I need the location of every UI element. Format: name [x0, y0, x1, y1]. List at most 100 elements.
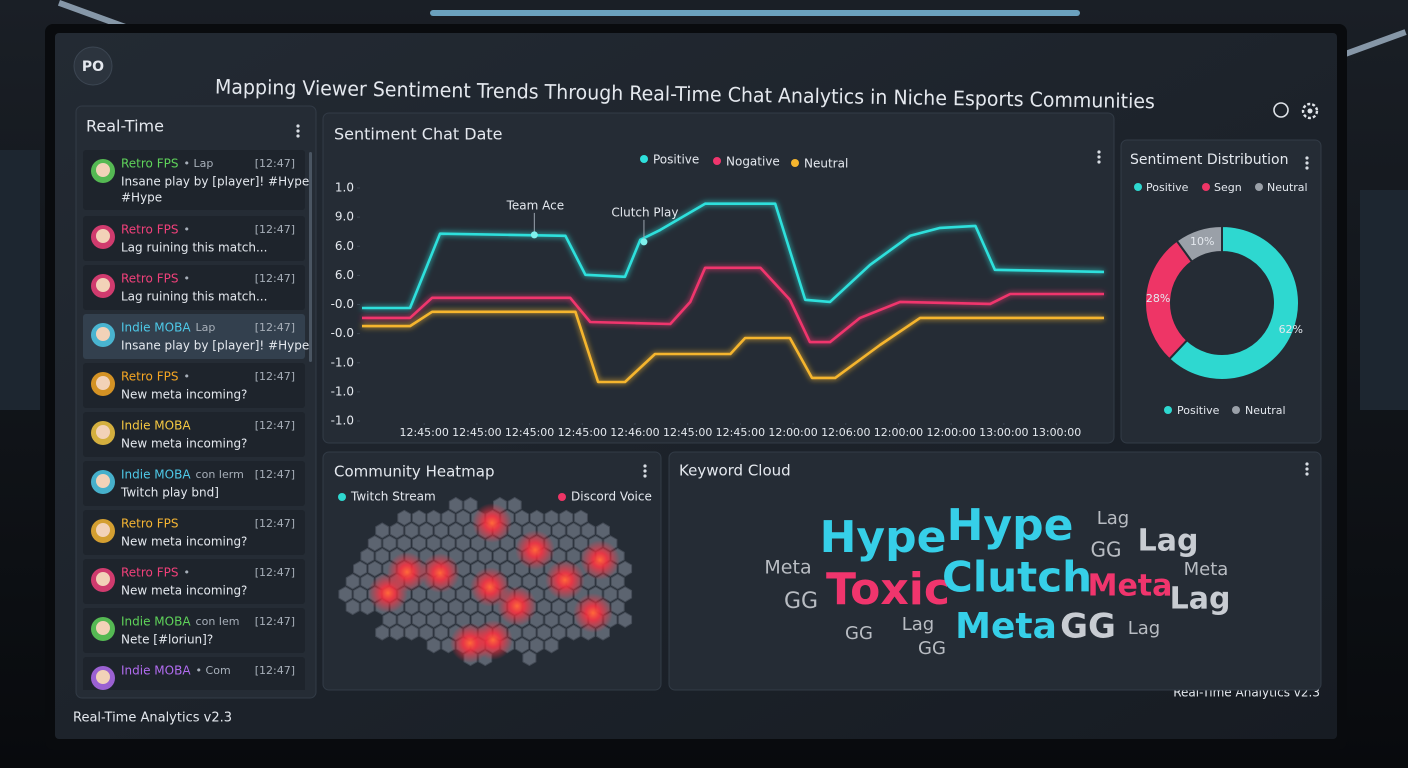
hex-cell [493, 547, 507, 565]
x-tick-label: 12:45:00 [399, 426, 448, 439]
chat-text: New meta incoming? [121, 535, 247, 549]
chat-message [83, 461, 305, 506]
chat-tag: Lap [196, 321, 216, 334]
hex-cell [404, 624, 419, 641]
legend-swatch [338, 493, 346, 501]
x-tick-label: 12:45:00 [505, 426, 554, 439]
hex-cell [397, 509, 412, 526]
y-tick-label: -1.0 [331, 414, 354, 428]
keyword: Lag [1097, 508, 1129, 529]
hex-cell [426, 509, 441, 526]
legend-label: Positive [1177, 404, 1220, 417]
legend-label: Neutral [804, 157, 848, 171]
keyword: Hype [820, 512, 947, 563]
hex-cell [618, 560, 633, 577]
menu-icon [643, 474, 647, 478]
hex-cell [353, 586, 368, 603]
hex-cell [419, 522, 434, 539]
heatmap-title: Community Heatmap [334, 463, 495, 481]
donut-label: 28% [1146, 292, 1170, 305]
hex-cell [389, 624, 404, 641]
hex-cell [345, 573, 360, 590]
hex-cell [404, 522, 419, 539]
hex-cell [397, 535, 412, 552]
hex-cell [596, 522, 610, 539]
keyword-title: Keyword Cloud [679, 462, 791, 480]
chat-tag: • [183, 370, 190, 383]
legend-label: Nogative [726, 155, 780, 169]
avatar-face [96, 163, 110, 177]
donut-slice [1167, 224, 1300, 381]
hex-cell [367, 535, 382, 552]
hex-cell [441, 509, 456, 526]
hotspot [573, 593, 613, 633]
keyword: GG [1091, 538, 1122, 562]
chat-channel: Indie MOBA [121, 321, 191, 335]
chat-message [83, 559, 305, 604]
chat-time: [12:47] [255, 419, 295, 432]
chat-list: Retro FPS • Lap [12:47] Insane play by [pla… [83, 150, 309, 690]
chat-time: [12:47] [255, 468, 295, 481]
hex-cell [426, 637, 441, 654]
chat-text: Insane play by [player]! #Hype [121, 339, 309, 353]
legend-swatch [1255, 183, 1263, 191]
hotspot [515, 530, 555, 570]
chat-tag: • [183, 566, 190, 579]
hex-cell [456, 586, 471, 603]
hex-cell [426, 611, 441, 628]
panel [668, 451, 1322, 691]
menu-icon [643, 464, 647, 468]
hex-cell [412, 535, 426, 552]
chat-message [83, 412, 305, 457]
y-tick-label: 6.0 [335, 268, 354, 282]
legend-label: Positive [653, 153, 699, 167]
logo [73, 46, 113, 86]
footer-left: Real-Time Analytics v2.3 [73, 711, 232, 726]
keyword: Meta [955, 606, 1057, 647]
hex-cell [566, 522, 581, 539]
panel [322, 112, 1115, 444]
keyword: Meta [1184, 559, 1229, 580]
hex-cell [559, 611, 574, 628]
y-tick-label: -0.0 [331, 297, 354, 311]
menu-icon [296, 134, 300, 138]
chart-title: Sentiment Chat Date [334, 125, 503, 144]
menu-icon [1097, 160, 1101, 164]
hex-cell [456, 509, 471, 526]
hex-cell [419, 598, 434, 616]
hex-cell [559, 535, 574, 552]
hex-cell [426, 535, 441, 552]
hex-cell [618, 586, 633, 603]
hex-cell [375, 522, 390, 539]
side-monitor [1360, 190, 1408, 410]
chat-text: Lag ruining this match... [121, 241, 267, 255]
hex-cell [367, 560, 382, 577]
chat-channel: Indie MOBA [121, 615, 191, 629]
legend-swatch [640, 155, 648, 163]
chat-time: [12:47] [255, 517, 295, 530]
x-tick-label: 13:00:00 [979, 426, 1028, 439]
hex-cell [566, 624, 581, 641]
hex-cell [375, 624, 390, 641]
x-tick-label: 12:00:00 [926, 426, 975, 439]
menu-icon [296, 124, 300, 128]
side-monitor [0, 150, 40, 410]
hex-cell [389, 522, 404, 539]
hex-cell [551, 522, 566, 539]
donut-label: 10% [1190, 235, 1214, 248]
ceiling-light [430, 10, 1080, 16]
x-tick-label: 12:00:00 [874, 426, 923, 439]
keyword: GG [845, 623, 873, 644]
chat-text: Lag ruining this match... [121, 290, 267, 304]
chat-channel: Retro FPS [121, 223, 178, 237]
hex-cell [544, 509, 559, 526]
chat-channel: Retro FPS [121, 370, 178, 384]
hotspot [580, 540, 620, 580]
hex-cell [412, 611, 426, 628]
hex-cell [618, 611, 633, 628]
logo-text: PO [82, 59, 104, 75]
hex-cell [544, 611, 559, 628]
hex-cell [522, 624, 537, 641]
chat-message [83, 150, 305, 210]
